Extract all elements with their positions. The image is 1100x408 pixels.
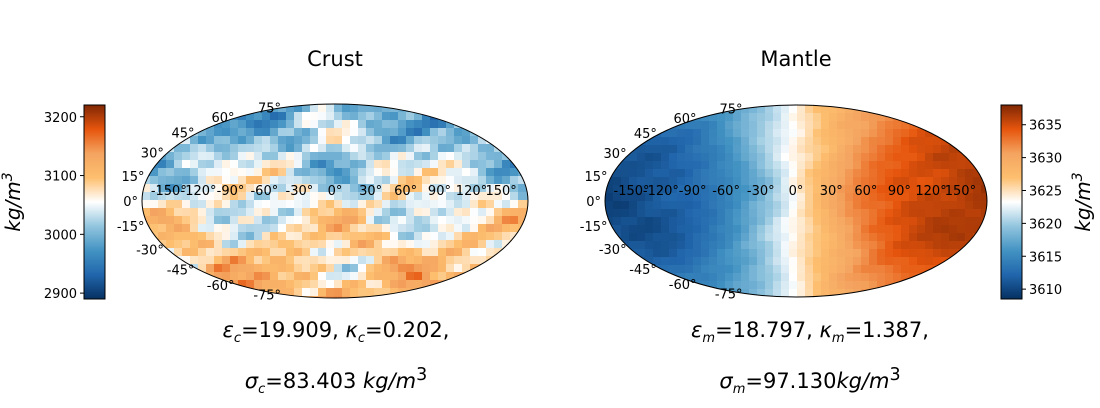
lon-label: 90° (888, 184, 911, 199)
lat-label: -75° (253, 289, 281, 304)
lat-label: -60° (669, 278, 697, 293)
lon-label: -90° (217, 184, 245, 199)
crust-colorbar (83, 104, 106, 300)
lat-label: -15° (580, 220, 608, 235)
lon-label: -120° (181, 184, 217, 199)
lat-label: 30° (604, 147, 627, 162)
lon-label: 120° (915, 184, 946, 199)
colorbar-tick-label: 3200 (44, 111, 77, 126)
lat-label: 30° (141, 147, 164, 162)
lon-label: -60° (712, 184, 740, 199)
lat-label: 60° (673, 112, 696, 127)
lon-label: 150° (485, 184, 516, 199)
lon-label: -150° (614, 184, 650, 199)
mantle-panel: Mantle -150°-120° -90° -60° -30° 0° 30° 60° 90° 1… (580, 47, 1095, 303)
lon-label: -90° (679, 184, 707, 199)
crust-caption-line1: εc=19.909, κc=0.202, (222, 318, 450, 347)
lon-label: -30° (747, 184, 775, 199)
lat-label: -75° (715, 288, 743, 303)
lat-label: 0° (123, 195, 138, 210)
lat-label: 0° (586, 195, 601, 210)
colorbar-tick-label: 3000 (44, 228, 77, 243)
lon-label: -150° (151, 184, 187, 199)
colorbar-tick-label: 2900 (44, 287, 77, 302)
lat-label: -15° (117, 220, 145, 235)
lat-label: 15° (584, 170, 607, 185)
lon-label: 60° (854, 184, 877, 199)
mantle-colorbar-label: kg/m3 (1070, 172, 1095, 231)
mantle-caption-line2: σm=97.130kg/m3 (719, 365, 901, 398)
lat-label: -45° (629, 263, 657, 278)
colorbar-tick-label: 3620 (1029, 217, 1062, 232)
mantle-colorbar (1000, 104, 1023, 300)
colorbar-tick-label: 3635 (1029, 119, 1062, 134)
lat-label: 75° (258, 101, 281, 116)
crust-caption-line2: σc=83.403 kg/m3 (244, 365, 428, 398)
lat-label: -30° (136, 244, 164, 259)
lat-label: 75° (720, 102, 743, 117)
lon-label: 60° (394, 184, 417, 199)
lon-label: -120° (643, 184, 679, 199)
colorbar-tick-label: 3615 (1029, 250, 1062, 265)
lat-label: -30° (599, 243, 627, 258)
lon-label: 90° (428, 184, 451, 199)
colorbar-tick-label: 3610 (1029, 283, 1062, 298)
crust-title: Crust (307, 47, 363, 71)
lat-label: 15° (122, 170, 145, 185)
mantle-title: Mantle (760, 47, 831, 71)
lat-label: 45° (634, 127, 657, 142)
lon-label: 30° (359, 184, 382, 199)
crust-map-outline (141, 103, 529, 299)
lat-label: 60° (211, 111, 234, 126)
mantle-map-outline (604, 104, 988, 298)
crust-colorbar-label: kg/m3 (0, 172, 25, 231)
lon-label: -60° (250, 184, 278, 199)
colorbar-tick-label: 3100 (44, 170, 77, 185)
crust-caption: εc=19.909, κc=0.202, σc=83.403 kg/m3 (166, 312, 506, 408)
lat-label: 45° (171, 126, 194, 141)
lon-label: 30° (820, 184, 843, 199)
lon-label: 0° (789, 184, 804, 199)
lat-label: -60° (207, 279, 235, 294)
mantle-caption: εm=18.797, κm=1.387, σm=97.130kg/m3 (640, 312, 980, 408)
mantle-caption-line1: εm=18.797, κm=1.387, (691, 318, 929, 347)
lon-label: -30° (286, 184, 314, 199)
colorbar-tick-label: 3625 (1029, 184, 1062, 199)
lon-label: 150° (945, 184, 976, 199)
crust-panel: Crust -150°-120° -90° -60° -30° 0° 30° 60° 90° 12… (0, 47, 529, 304)
colorbar-tick-label: 3630 (1029, 152, 1062, 167)
lat-label: -45° (167, 264, 195, 279)
lon-label: 120° (456, 184, 487, 199)
lon-label: 0° (328, 184, 343, 199)
